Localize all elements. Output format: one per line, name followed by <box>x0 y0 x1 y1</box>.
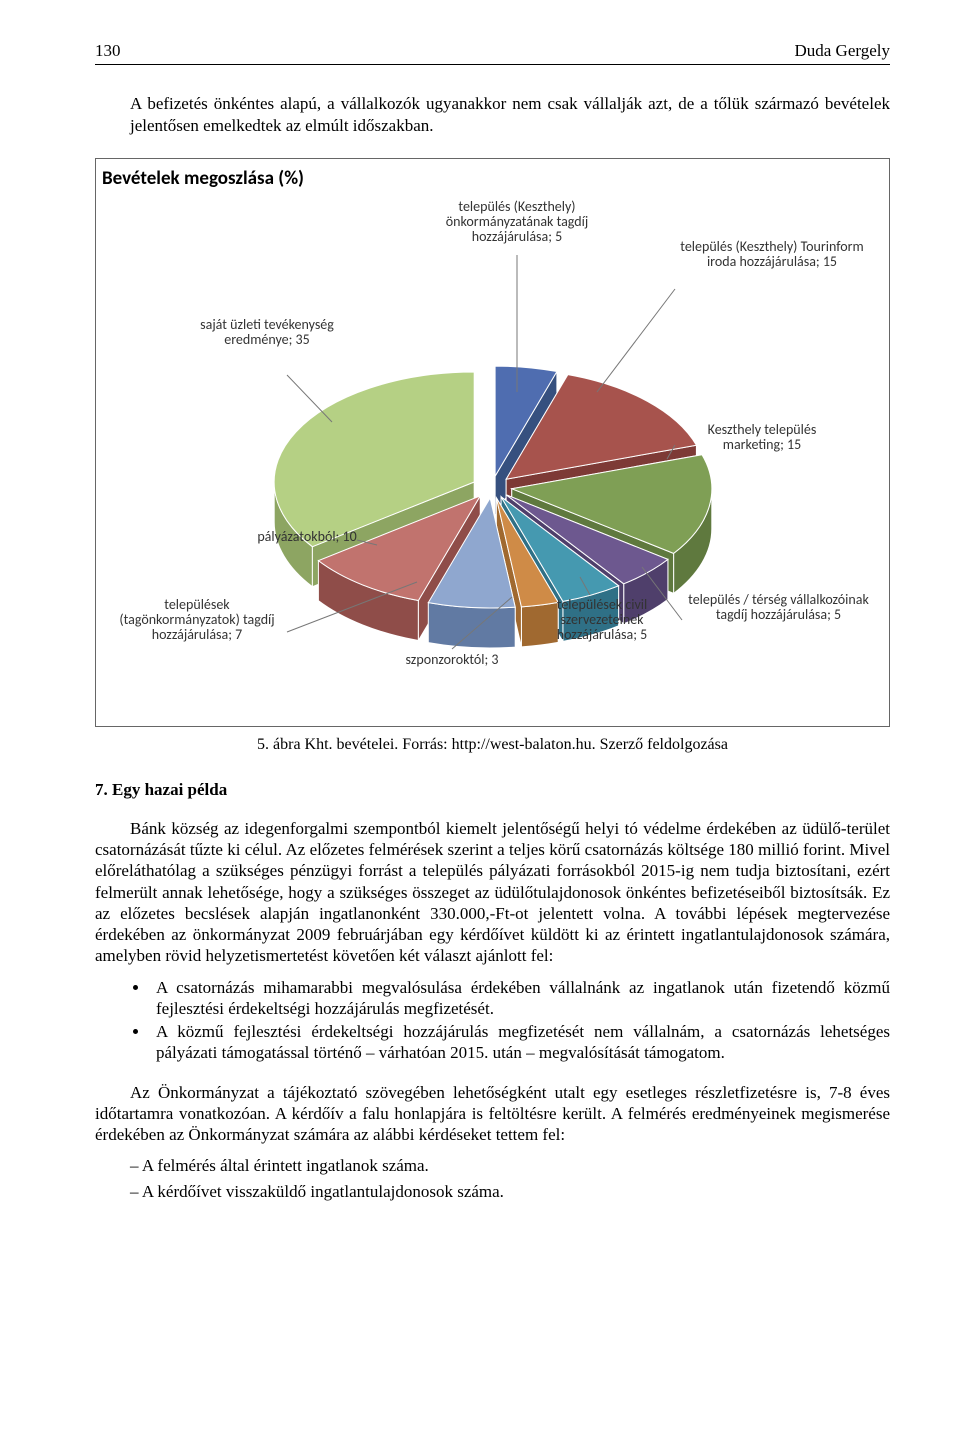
pie-slice-label: saját üzleti tevékenység eredménye; 35 <box>197 317 337 348</box>
bullet-item: A csatornázás mihamarabbi megvalósulása … <box>150 977 890 1020</box>
chart-container: Bevételek megoszlása (%) település (Kesz… <box>95 158 890 727</box>
pie-slice-label: települések civil szervezeteinek hozzájá… <box>537 597 667 643</box>
figure-caption: 5. ábra Kht. bevételei. Forrás: http://w… <box>95 735 890 755</box>
pie-slice-label: pályázatokból; 10 <box>247 529 367 544</box>
dash-item: A kérdőívet visszaküldő ingatlantulajdon… <box>130 1181 890 1202</box>
pie-slice-label: település (Keszthely) Tourinform iroda h… <box>677 239 867 270</box>
pie-slice-label: Keszthely település marketing; 15 <box>677 422 847 453</box>
pie-slice-label: település (Keszthely) önkormányzatának t… <box>422 199 612 245</box>
bullet-item: A közmű fejlesztési érdekeltségi hozzájá… <box>150 1021 890 1064</box>
pie-slice-label: szponzoroktól; 3 <box>387 652 517 667</box>
intro-paragraph: A befizetés önkéntes alapú, a vállalkozó… <box>130 93 890 136</box>
page-author: Duda Gergely <box>794 40 890 61</box>
chart-title: Bevételek megoszlása (%) <box>102 167 883 191</box>
section-heading: 7. Egy hazai példa <box>95 779 890 800</box>
pie-slice-label: település / térség vállalkozóinak tagdíj… <box>685 592 872 623</box>
dash-item: A felmérés által érintett ingatlanok szá… <box>130 1155 890 1176</box>
body-paragraph-2: Az Önkormányzat a tájékoztató szövegében… <box>95 1082 890 1146</box>
bullet-list: A csatornázás mihamarabbi megvalósulása … <box>95 977 890 1064</box>
pie-slice-label: települések (tagönkormányzatok) tagdíj h… <box>112 597 282 643</box>
body-paragraph-1: Bánk község az idegenforgalmi szempontbó… <box>95 818 890 967</box>
page-number: 130 <box>95 40 121 61</box>
dash-list: A felmérés által érintett ingatlanok szá… <box>95 1155 890 1202</box>
